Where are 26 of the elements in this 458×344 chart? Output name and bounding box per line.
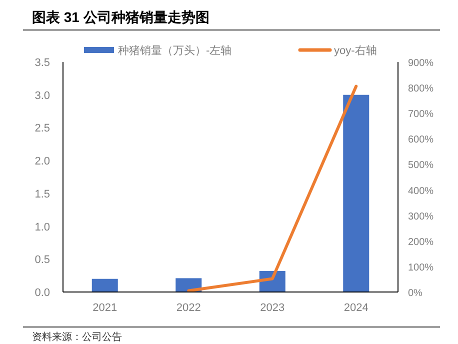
y2tick: 600% [408, 134, 434, 146]
legend: yoy-右轴 [334, 45, 377, 57]
xtick: 2023 [260, 302, 285, 314]
ytick: 0.0 [34, 287, 50, 299]
ytick: 2.0 [34, 156, 50, 168]
y2tick: 500% [408, 160, 434, 172]
y2tick: 100% [408, 262, 434, 274]
ytick: 2.5 [34, 122, 50, 135]
y2tick: 300% [408, 211, 434, 222]
legend: 种猪销量（万头）-左轴 [118, 45, 232, 57]
y2tick: 400% [408, 186, 434, 197]
ytick: 1.5 [34, 188, 50, 200]
ytick: 0.5 [34, 254, 50, 266]
y2tick: 0% [408, 288, 422, 299]
title: 图表 31 公司种猪销量走势图 [32, 9, 210, 25]
ytick: 3.5 [34, 57, 50, 69]
xtick: 2022 [176, 302, 201, 314]
annotation: 资料来源：公司公告 [32, 332, 122, 343]
y2tick: 800% [408, 84, 434, 95]
y2tick: 200% [408, 236, 434, 248]
ytick: 1.0 [34, 221, 50, 234]
y2tick: 700% [408, 109, 434, 120]
xtick: 2024 [344, 302, 368, 314]
ytick: 3.0 [34, 90, 50, 102]
y2tick: 900% [408, 58, 434, 69]
xtick: 2021 [92, 302, 118, 314]
